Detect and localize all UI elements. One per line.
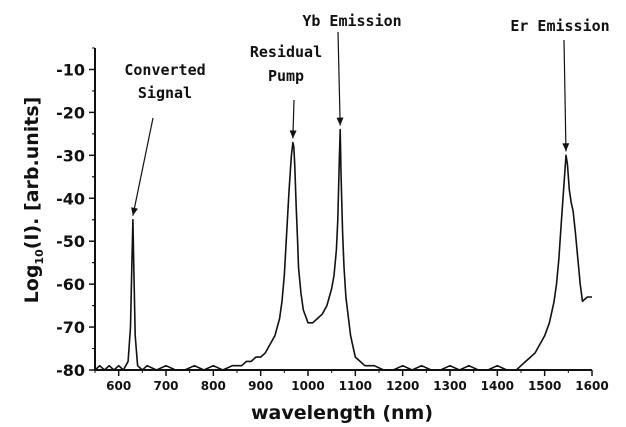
- annotation-text: Yb Emission: [302, 12, 401, 30]
- axes-group: 600 700 800 900 1000 1100 1200 1300 1400 1500 1600…: [56, 47, 609, 393]
- x-tick-label: 800: [201, 379, 226, 393]
- y-axis-label-suffix: (I). [arb.units]: [21, 97, 43, 250]
- x-tick-label: 600: [106, 379, 131, 393]
- y-axis-label-prefix: Log: [21, 265, 43, 304]
- annotation-arrow: [337, 31, 341, 126]
- y-tick-label: -50: [56, 232, 85, 251]
- y-tick-label: -10: [56, 60, 85, 79]
- annotation: Converted Signal: [124, 61, 206, 216]
- x-tick-label: 700: [153, 379, 178, 393]
- spectrum-line: [94, 128, 592, 371]
- annotation-arrow: [563, 39, 567, 152]
- plot-area: [94, 128, 592, 371]
- y-tick-label: -40: [56, 189, 85, 208]
- annotation-arrowhead: [562, 143, 570, 152]
- x-tick-label: 900: [248, 379, 273, 393]
- x-tick-label: 1400: [481, 379, 514, 393]
- x-tick-label: 1100: [339, 379, 372, 393]
- x-axis-label: wavelength (nm): [251, 402, 433, 424]
- x-tick-label: 1000: [291, 379, 324, 393]
- x-tick-label: 1300: [433, 379, 466, 393]
- annotation-text: Pump: [268, 67, 304, 85]
- y-axis-label: Log10(I). [arb.units]: [21, 97, 46, 304]
- annotation-text: Residual: [250, 43, 322, 61]
- y-tick-label: -30: [56, 146, 85, 165]
- annotation-text: Er Emission: [510, 17, 609, 35]
- y-tick-label: -80: [56, 361, 85, 380]
- annotation-arrowhead: [289, 130, 297, 139]
- x-tick-label: 1200: [386, 379, 419, 393]
- annotation-text: Converted: [124, 61, 205, 79]
- annotation: Residual Pump: [250, 43, 322, 139]
- x-tick-label: 1500: [528, 379, 561, 393]
- y-axis-label-subscript: 10: [33, 249, 46, 265]
- y-tick-label: -20: [56, 103, 85, 122]
- annotation-arrow: [132, 117, 154, 216]
- x-tick-label: 1600: [575, 379, 608, 393]
- annotation-arrowhead: [131, 207, 138, 216]
- annotation-arrowhead: [336, 117, 344, 126]
- y-tick-label: -70: [56, 318, 85, 337]
- annotation-text: Signal: [138, 84, 192, 102]
- annotations-group: Converted Signal Residual Pump Yb Emission Er…: [124, 12, 610, 216]
- y-tick-label: -60: [56, 275, 85, 294]
- annotation: Yb Emission: [302, 12, 402, 126]
- annotation: Er Emission: [510, 17, 610, 152]
